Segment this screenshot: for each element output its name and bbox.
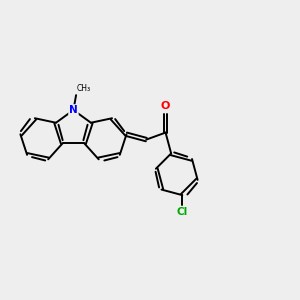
Text: Cl: Cl [177, 207, 188, 217]
Text: CH₃: CH₃ [77, 84, 91, 93]
Text: O: O [161, 101, 170, 111]
Text: N: N [69, 105, 78, 115]
